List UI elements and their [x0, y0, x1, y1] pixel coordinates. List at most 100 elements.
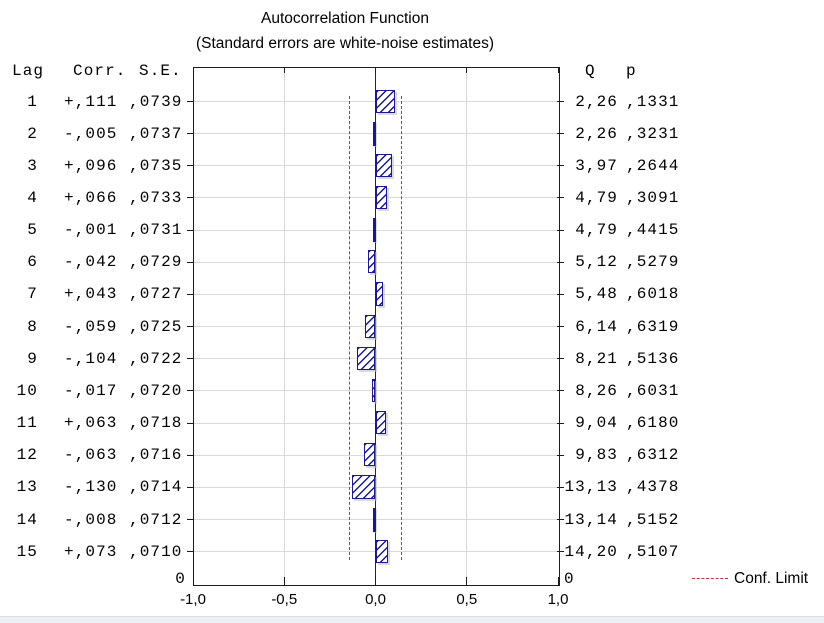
x-tick-bottom	[375, 577, 376, 586]
se-value: ,0712	[129, 510, 183, 529]
conf-limit-legend-label: Conf. Limit	[734, 570, 809, 587]
corr-value: +,111	[64, 92, 118, 111]
acf-bar-lag-7	[375, 282, 383, 306]
row-tick-right	[557, 551, 564, 553]
q-value: 6,14	[575, 317, 618, 336]
corr-value: +,063	[64, 414, 118, 433]
q-value: 9,04	[575, 414, 618, 433]
lag-value: 4	[27, 188, 38, 207]
row-tick-left	[187, 422, 194, 424]
q-value: 13,14	[564, 510, 618, 529]
vertical-gridline	[283, 67, 285, 584]
lag-value: 11	[16, 414, 38, 433]
acf-bar-lag-1	[375, 89, 395, 113]
p-value: ,5107	[626, 542, 680, 561]
acf-bar-lag-3	[375, 153, 393, 177]
row-tick-right	[557, 101, 564, 102]
se-value: ,0710	[129, 542, 183, 561]
row-tick-right	[557, 261, 564, 263]
row-tick-right	[557, 454, 564, 456]
chart-title: Autocorrelation Function	[260, 10, 429, 27]
q-value: 9,83	[575, 446, 618, 465]
acf-bar-lag-14	[373, 507, 376, 532]
conf-limit-line-upper	[400, 96, 402, 560]
row-tick-left	[187, 101, 194, 102]
row-tick-left	[187, 551, 194, 553]
x-tick-bottom	[466, 577, 468, 586]
row-tick-left	[187, 293, 194, 295]
lag-value: 13	[16, 478, 38, 497]
acf-bar-lag-11	[375, 411, 387, 435]
vertical-gridline	[466, 67, 468, 584]
corr-value: -,104	[64, 349, 118, 368]
lag-value: 2	[27, 124, 38, 143]
se-value: ,0727	[129, 285, 183, 304]
se-value: ,0729	[129, 253, 183, 272]
column-header-lag: Lag	[12, 62, 45, 80]
lag-value: 15	[16, 542, 38, 561]
lag-value: 8	[27, 317, 38, 336]
y-axis-zero-label-right: 0	[564, 570, 575, 588]
y-axis-zero-label-left: 0	[175, 570, 186, 588]
p-value: ,6031	[626, 381, 680, 400]
row-tick-right	[557, 358, 564, 360]
x-tick-top	[283, 67, 285, 73]
p-value: ,5136	[626, 349, 680, 368]
q-value: 8,26	[575, 381, 618, 400]
corr-value: +,043	[64, 285, 118, 304]
x-tick-bottom	[192, 577, 194, 586]
corr-value: -,063	[64, 446, 118, 465]
p-value: ,4415	[626, 221, 680, 240]
corr-value: -,008	[64, 510, 118, 529]
acf-bar-lag-2	[373, 121, 376, 146]
row-tick-right	[557, 229, 564, 231]
q-value: 14,20	[564, 542, 618, 561]
corr-value: +,073	[64, 542, 118, 561]
row-tick-left	[187, 390, 194, 392]
row-tick-left	[187, 229, 194, 231]
corr-value: -,001	[64, 221, 118, 240]
x-tick-bottom	[283, 577, 285, 586]
acf-bar-lag-8	[364, 314, 375, 338]
corr-value: -,005	[64, 124, 118, 143]
q-value: 5,48	[575, 285, 618, 304]
corr-value: +,096	[64, 156, 118, 175]
x-axis-label: -0,5	[271, 591, 298, 608]
zero-line	[374, 67, 377, 584]
se-value: ,0739	[129, 92, 183, 111]
se-value: ,0720	[129, 381, 183, 400]
acf-bar-lag-4	[375, 185, 387, 210]
row-tick-left	[187, 358, 194, 360]
x-tick-top	[192, 67, 194, 73]
row-tick-right	[557, 422, 564, 424]
lag-value: 12	[16, 446, 38, 465]
row-tick-left	[187, 165, 194, 167]
p-value: ,5152	[626, 510, 680, 529]
q-value: 13,13	[564, 478, 618, 497]
lag-value: 7	[27, 285, 38, 304]
row-tick-right	[557, 197, 564, 199]
acf-bar-lag-5	[373, 218, 376, 243]
lag-value: 5	[27, 221, 38, 240]
corr-value: -,130	[64, 478, 118, 497]
q-value: 3,97	[575, 156, 618, 175]
lag-value: 9	[27, 349, 38, 368]
plot-frame	[193, 67, 560, 586]
corr-value: -,059	[64, 317, 118, 336]
acf-bar-lag-15	[375, 539, 389, 563]
row-tick-left	[187, 454, 194, 456]
x-axis-label: 0,0	[365, 591, 386, 608]
se-value: ,0722	[129, 349, 183, 368]
x-tick-bottom	[557, 577, 559, 586]
lag-value: 6	[27, 253, 38, 272]
row-tick-right	[557, 486, 564, 488]
acf-bar-lag-10	[372, 378, 375, 403]
q-value: 2,26	[575, 92, 618, 111]
se-value: ,0735	[129, 156, 183, 175]
q-value: 2,26	[575, 124, 618, 143]
conf-limit-line-lower	[348, 96, 350, 560]
row-tick-right	[557, 293, 564, 295]
column-header-corr: Corr.	[73, 62, 127, 80]
x-axis-label: 0,5	[456, 591, 478, 608]
